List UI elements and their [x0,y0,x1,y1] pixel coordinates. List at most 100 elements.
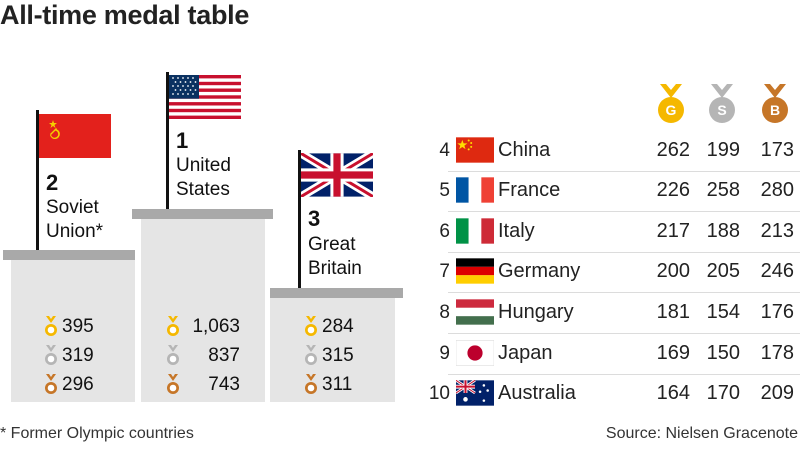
row-gold: 226 [656,179,690,201]
silver-medal-header-icon: S [707,84,737,124]
silver-medal-icon [44,345,58,367]
row-country: Germany [498,260,581,282]
hungary-flag-icon [456,299,494,330]
silver-value: 837 [208,345,240,366]
row-country: Japan [498,342,553,364]
table-row: 10 Australia 164 170 209 [420,376,800,412]
gold-count: 1,063 [166,314,240,340]
gold-value: 284 [322,316,354,337]
podium-step [11,260,135,402]
australia-flag-icon [455,379,494,411]
table-row: 8 Hungary 181 154 176 [420,295,800,331]
bronze-medal-header-icon: B [760,84,790,124]
footnote: * Former Olympic countries [0,425,194,442]
row-rank: 9 [439,343,450,364]
bronze-medal-icon [44,374,58,396]
podium-rank: 1 [176,128,189,153]
bronze-count: 311 [304,372,352,398]
row-gold: 200 [656,260,690,282]
row-silver: 199 [706,139,740,161]
soviet-union-flag-icon [39,114,111,163]
table-row: 6 Italy 217 188 213 [420,214,800,250]
gold-count: 395 [44,314,94,340]
row-bronze: 178 [760,342,794,364]
row-bronze: 213 [760,220,794,242]
bronze-value: 296 [62,374,94,395]
chart-title: All-time medal table [0,0,250,30]
country-line: Britain [308,258,362,279]
table-row: 4 China 262 199 173 [420,133,800,169]
silver-label: S [717,102,726,118]
row-silver: 154 [706,301,740,323]
bronze-value: 311 [322,374,353,395]
row-rank: 4 [439,140,450,161]
gold-value: 1,063 [192,316,240,337]
usa-flag-icon [169,75,241,124]
row-rank: 6 [439,221,450,242]
row-divider [448,171,800,172]
row-divider [448,292,800,293]
gold-medal-header-icon: G [656,84,686,124]
row-gold: 164 [656,382,690,404]
podium-step [141,219,265,402]
gold-label: G [666,102,677,118]
gold-medal-icon [166,316,180,338]
row-silver: 205 [706,260,740,282]
row-silver: 188 [706,220,740,242]
germany-flag-icon [456,258,494,289]
gold-count: 284 [304,314,354,340]
flag-pole [298,150,301,290]
silver-count: 837 [166,343,240,369]
silver-value: 319 [62,345,94,366]
row-divider [448,333,800,334]
podium-step [270,298,395,402]
table-row: 7 Germany 200 205 246 [420,254,800,290]
row-rank: 7 [439,261,450,282]
podium-country: Soviet Union* [46,196,103,244]
uk-flag-icon [298,149,376,202]
bronze-count: 296 [44,372,94,398]
row-country: Italy [498,220,535,242]
gold-medal-icon [304,316,318,338]
source-note: Source: Nielsen Gracenote [605,425,798,442]
italy-flag-icon [456,218,494,249]
row-silver: 150 [706,342,740,364]
japan-flag-icon [455,340,495,371]
silver-medal-icon [304,345,318,367]
silver-medal-icon [166,345,180,367]
flag-pole [166,72,169,212]
gold-value: 395 [62,316,94,337]
row-country: China [498,139,551,161]
row-country: Australia [498,382,576,404]
row-rank: 5 [439,180,450,201]
silver-count: 319 [44,343,94,369]
row-bronze: 176 [760,301,794,323]
row-rank: 8 [439,302,450,323]
country-line: Great [308,234,356,255]
bronze-medal-icon [166,374,180,396]
podium-rank: 2 [46,170,59,195]
row-bronze: 209 [760,382,794,404]
table-row: 5 France 226 258 280 [420,173,800,209]
row-divider [448,211,800,212]
flag-pole [36,110,39,252]
podium-step-top [132,209,273,219]
podium-country: United States [176,154,231,202]
podium-step-top [270,288,403,298]
country-line: States [176,179,230,200]
row-bronze: 280 [760,179,794,201]
country-line: Union* [46,221,104,242]
podium-country: Great Britain [308,233,362,281]
gold-medal-icon [44,316,58,338]
podium-step-top [3,250,135,260]
bronze-count: 743 [166,372,240,398]
row-gold: 262 [656,139,690,161]
silver-count: 315 [304,343,354,369]
country-line: United [176,155,231,176]
bronze-medal-icon [304,374,318,396]
row-rank: 10 [428,383,450,404]
row-silver: 258 [706,179,740,201]
row-silver: 170 [706,382,740,404]
country-line: Soviet [46,197,99,218]
row-country: France [498,179,561,201]
